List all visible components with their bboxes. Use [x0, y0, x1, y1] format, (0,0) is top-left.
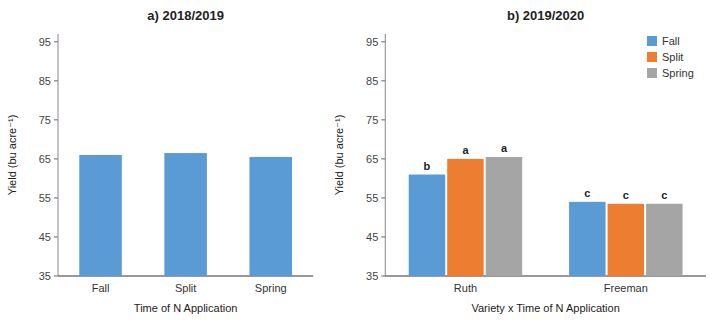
panel: a) 2018/2019 35 45 55 65 75 85 95 Fall Split Sprin…: [6, 8, 313, 314]
y-tick-label: 65: [39, 153, 51, 165]
figure: a) 2018/2019 35 45 55 65 75 85 95 Fall Split Sprin…: [0, 0, 720, 322]
legend-swatch: [647, 36, 657, 46]
x-tick-label: Fall: [92, 282, 110, 294]
x-tick-label: Freeman: [604, 282, 648, 294]
y-tick-label: 75: [39, 114, 51, 126]
bar: [164, 153, 207, 276]
bar: [486, 157, 522, 276]
annotation: c: [661, 189, 667, 201]
bars: [409, 157, 683, 276]
y-tick: [381, 80, 385, 81]
annotation: a: [462, 144, 469, 156]
y-tick-label: 55: [366, 192, 378, 204]
y-tick-label: 85: [366, 75, 378, 87]
y-tick: [54, 236, 58, 237]
x-axis-label: Variety x Time of N Application: [471, 302, 619, 314]
annotations: b c a c a c: [424, 142, 668, 201]
y-tick-label: 35: [39, 270, 51, 282]
legend-label: Split: [662, 51, 683, 63]
y-tick: [381, 41, 385, 42]
y-tick: [54, 276, 58, 277]
x-axis-label: Time of N Application: [134, 302, 238, 314]
bar: [249, 157, 292, 276]
legend-label: Fall: [662, 35, 680, 47]
y-axis: [58, 34, 59, 276]
annotation: c: [584, 187, 590, 199]
title: b) 2019/2020: [507, 8, 584, 23]
y-tick-label: 75: [366, 114, 378, 126]
y-tick: [381, 236, 385, 237]
bar: [608, 204, 644, 276]
y-tick-label: 55: [39, 192, 51, 204]
legend-swatch: [647, 68, 657, 78]
bar: [447, 159, 483, 276]
y-tick-label: 45: [39, 231, 51, 243]
y-tick: [54, 119, 58, 120]
y-tick: [54, 158, 58, 159]
bar: [409, 175, 445, 276]
y-axis-label: Yield (bu acre⁻¹): [6, 115, 18, 196]
y-tick: [381, 276, 385, 277]
y-tick: [381, 158, 385, 159]
x-tick-label: Ruth: [454, 282, 477, 294]
y-tick-label: 35: [366, 270, 378, 282]
bars: [79, 153, 292, 276]
legend-label: Spring: [662, 67, 694, 79]
x-tick-label: Split: [175, 282, 196, 294]
y-tick-label: 45: [366, 231, 378, 243]
y-tick-label: 95: [366, 36, 378, 48]
y-tick: [381, 197, 385, 198]
x-tick-label: Spring: [255, 282, 287, 294]
y-tick-label: 85: [39, 75, 51, 87]
y-axis-label: Yield (bu acre⁻¹): [333, 115, 345, 196]
y-tick-label: 95: [39, 36, 51, 48]
annotation: b: [424, 160, 431, 172]
y-tick: [381, 119, 385, 120]
bar: [569, 202, 605, 276]
annotation: c: [623, 189, 629, 201]
y-tick: [54, 80, 58, 81]
title: a) 2018/2019: [147, 8, 224, 23]
panel: b) 2019/2020 35 45 55 65 75 85 95 b c a c a c Ruth Free…: [333, 8, 706, 314]
y-tick: [54, 41, 58, 42]
legend: Fall Split Spring: [647, 35, 694, 79]
y-tick-label: 65: [366, 153, 378, 165]
legend-swatch: [647, 52, 657, 62]
annotation: a: [501, 142, 508, 154]
bar: [79, 155, 122, 276]
y-axis: [385, 34, 386, 276]
y-tick: [54, 197, 58, 198]
bar: [646, 204, 682, 276]
